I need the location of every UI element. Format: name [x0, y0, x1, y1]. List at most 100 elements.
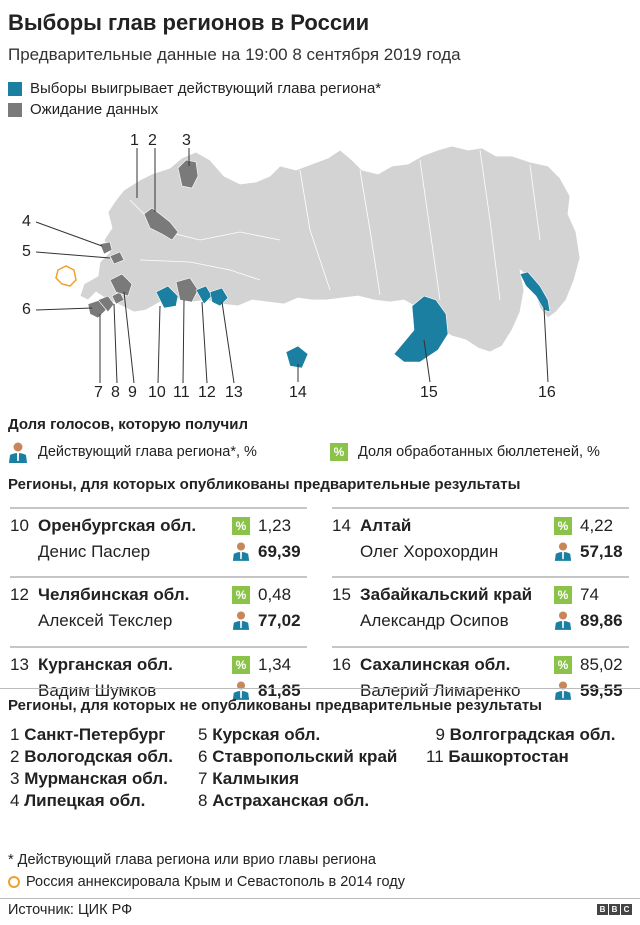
card-processed: 1,23	[258, 516, 292, 535]
footnote-crimea: Россия аннексировала Крым и Севастополь …	[8, 874, 405, 890]
footer-divider	[0, 898, 640, 899]
region-13	[209, 287, 229, 307]
region-3	[177, 159, 199, 189]
person-icon	[9, 442, 27, 463]
person-icon	[554, 541, 572, 561]
card-votes: 59,55	[580, 681, 623, 700]
map-label-13: 13	[225, 384, 243, 401]
map-label-3: 3	[182, 132, 191, 149]
card-index: 13	[10, 655, 29, 674]
incumbent-swatch	[8, 81, 22, 96]
map-label-4: 4	[22, 213, 31, 230]
page-subtitle: Предварительные данные на 19:00 8 сентяб…	[8, 45, 461, 64]
map-label-1: 1	[130, 132, 139, 149]
russia-map	[35, 145, 581, 384]
percent-icon: %	[232, 517, 250, 535]
map-label-14: 14	[289, 384, 307, 401]
card-votes: 57,18	[580, 542, 623, 561]
legend-incumbent-label: Выборы выигрывает действующий глава реги…	[30, 80, 382, 97]
card-votes: 69,39	[258, 542, 301, 561]
card-person: Денис Паслер	[38, 542, 151, 561]
percent-icon: %	[554, 517, 572, 535]
divider	[0, 688, 640, 689]
map-label-11: 11	[173, 384, 190, 401]
list-item: 5 Курская обл.	[198, 725, 321, 744]
map-label-16: 16	[538, 384, 556, 401]
processed-legend-label: Доля обработанных бюллетеней, %	[358, 444, 600, 460]
card-votes: 77,02	[258, 611, 301, 630]
region-14	[285, 345, 309, 369]
region-card: 14 Алтай Олег Хорохордин% 4,22 57,18	[332, 507, 629, 569]
footnote-star: * Действующий глава региона или врио гла…	[8, 852, 376, 868]
card-region: Челябинская обл.	[38, 585, 190, 604]
card-region: Алтай	[360, 516, 412, 535]
card-votes: 89,86	[580, 611, 623, 630]
map-label-12: 12	[198, 384, 216, 401]
legend-waiting: Ожидание данных	[8, 101, 158, 118]
person-icon	[232, 610, 250, 630]
card-person: Валерий Лимаренко	[360, 681, 521, 700]
map-label-6: 6	[22, 301, 31, 318]
list-item: 9 Волгоградская обл.	[435, 725, 616, 744]
list-item: 8 Астраханская обл.	[198, 791, 370, 810]
russia-base-shape	[79, 145, 581, 353]
region-card: 15 Забайкальский край Александр Осипов% 74 8…	[332, 576, 629, 638]
person-icon	[554, 610, 572, 630]
card-region: Курганская обл.	[38, 655, 173, 674]
person-icon	[554, 680, 572, 700]
percent-icon: %	[554, 586, 572, 604]
person-icon	[232, 680, 250, 700]
list-item: 6 Ставропольский край	[198, 747, 398, 766]
map-label-8: 8	[111, 384, 120, 401]
not-published-col1: 1 Санкт-Петербург 2 Вологодская обл. 3 М…	[10, 725, 173, 813]
region-16	[519, 271, 551, 313]
map-label-9: 9	[128, 384, 137, 401]
card-person: Вадим Шумков	[38, 681, 157, 700]
legend-incumbent: Выборы выигрывает действующий глава реги…	[8, 80, 381, 97]
region-9	[109, 273, 133, 297]
card-region: Оренбургская обл.	[38, 516, 197, 535]
percent-icon: %	[232, 656, 250, 674]
card-processed: 0,48	[258, 585, 292, 604]
region-10	[155, 285, 179, 309]
card-processed: 74	[580, 585, 599, 604]
map-label-15: 15	[420, 384, 438, 401]
crimea-outline	[55, 265, 77, 287]
card-index: 15	[332, 585, 351, 604]
card-index: 14	[332, 516, 351, 535]
map-label-2: 2	[148, 132, 157, 149]
region-15	[393, 295, 449, 363]
percent-icon: %	[554, 656, 572, 674]
card-processed: 85,02	[580, 655, 623, 674]
waiting-swatch	[8, 102, 22, 117]
region-card: 12 Челябинская обл. Алексей Текслер% 0,48 77…	[10, 576, 307, 638]
list-item: 1 Санкт-Петербург	[10, 725, 166, 744]
map-label-5: 5	[22, 243, 31, 260]
list-item: 4 Липецкая обл.	[10, 791, 146, 810]
source-label: Источник: ЦИК РФ	[8, 902, 133, 918]
card-person: Александр Осипов	[360, 611, 509, 630]
percent-icon: %	[232, 586, 250, 604]
vote-share-heading: Доля голосов, которую получил	[8, 416, 248, 433]
list-item: 3 Мурманская обл.	[10, 769, 168, 788]
card-processed: 4,22	[580, 516, 614, 535]
waiting-regions	[87, 159, 199, 319]
percent-icon: %	[330, 443, 348, 461]
card-index: 12	[10, 585, 29, 604]
card-person: Олег Хорохордин	[360, 542, 499, 561]
card-index: 10	[10, 516, 29, 535]
page-title: Выборы глав регионов в России	[8, 10, 370, 35]
card-processed: 1,34	[258, 655, 292, 674]
published-heading: Регионы, для которых опубликованы предва…	[8, 476, 521, 493]
region-4	[99, 241, 113, 255]
region-5	[109, 251, 125, 265]
region-11	[175, 277, 199, 303]
leader-lines	[35, 148, 549, 384]
list-item: 2 Вологодская обл.	[10, 747, 174, 766]
region-card: 16 Сахалинская обл. Валерий Лимаренко% 85,0…	[332, 646, 629, 708]
legend-waiting-label: Ожидание данных	[30, 101, 159, 118]
card-region: Сахалинская обл.	[360, 655, 511, 674]
processed-legend: % Доля обработанных бюллетеней, %	[330, 443, 600, 461]
person-icon	[232, 541, 250, 561]
card-votes: 81,85	[258, 681, 301, 700]
